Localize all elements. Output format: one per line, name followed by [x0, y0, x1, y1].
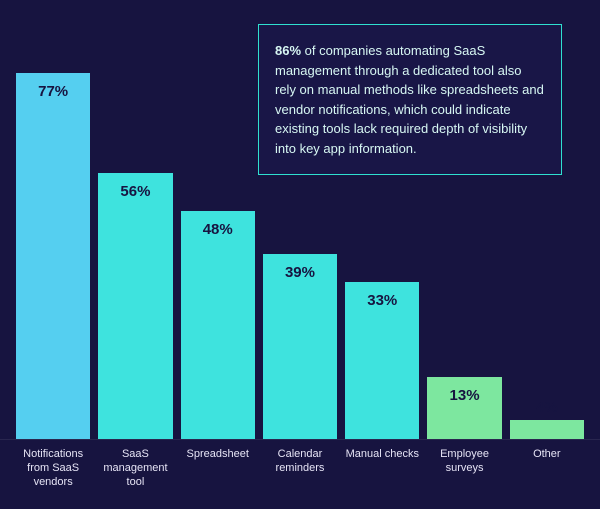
bar-col: 48%: [181, 211, 255, 439]
bar: 56%: [98, 173, 172, 439]
bar: 13%: [427, 377, 501, 439]
bar-value-label: 56%: [120, 173, 150, 200]
bar-col: 56%: [98, 173, 172, 439]
bar-value-label: 13%: [450, 377, 480, 404]
bar-value-label: 4%: [536, 399, 558, 420]
bar-x-label: Calendar reminders: [263, 448, 337, 509]
bar-x-label: Employee surveys: [427, 448, 501, 509]
bar-chart: 77% 56% 48% 39% 33% 13% 4% Notifications from …: [0, 59, 600, 509]
bar-x-label: Other: [510, 448, 584, 509]
bar-col: 13%: [427, 377, 501, 439]
bar-x-label: Spreadsheet: [181, 448, 255, 509]
bar-value-label: 48%: [203, 211, 233, 238]
bar-x-label: Manual checks: [345, 448, 419, 509]
bar-x-label: SaaS management tool: [98, 448, 172, 509]
bar: 77%: [16, 73, 90, 439]
bar-value-label: 39%: [285, 254, 315, 281]
bar-chart-xlabels: Notifications from SaaS vendorsSaaS mana…: [0, 440, 600, 509]
bar: 4%: [510, 420, 584, 439]
bar-value-label: 77%: [38, 73, 68, 100]
bar: 48%: [181, 211, 255, 439]
bar: 33%: [345, 282, 419, 439]
bar-col: 39%: [263, 254, 337, 439]
bar-col: 4%: [510, 420, 584, 439]
bar: 39%: [263, 254, 337, 439]
bar-col: 77%: [16, 73, 90, 439]
callout-highlight: 86%: [275, 43, 301, 58]
bar-value-label: 33%: [367, 282, 397, 309]
bar-chart-bars: 77% 56% 48% 39% 33% 13% 4%: [0, 59, 600, 440]
bar-x-label: Notifications from SaaS vendors: [16, 448, 90, 509]
bar-col: 33%: [345, 282, 419, 439]
